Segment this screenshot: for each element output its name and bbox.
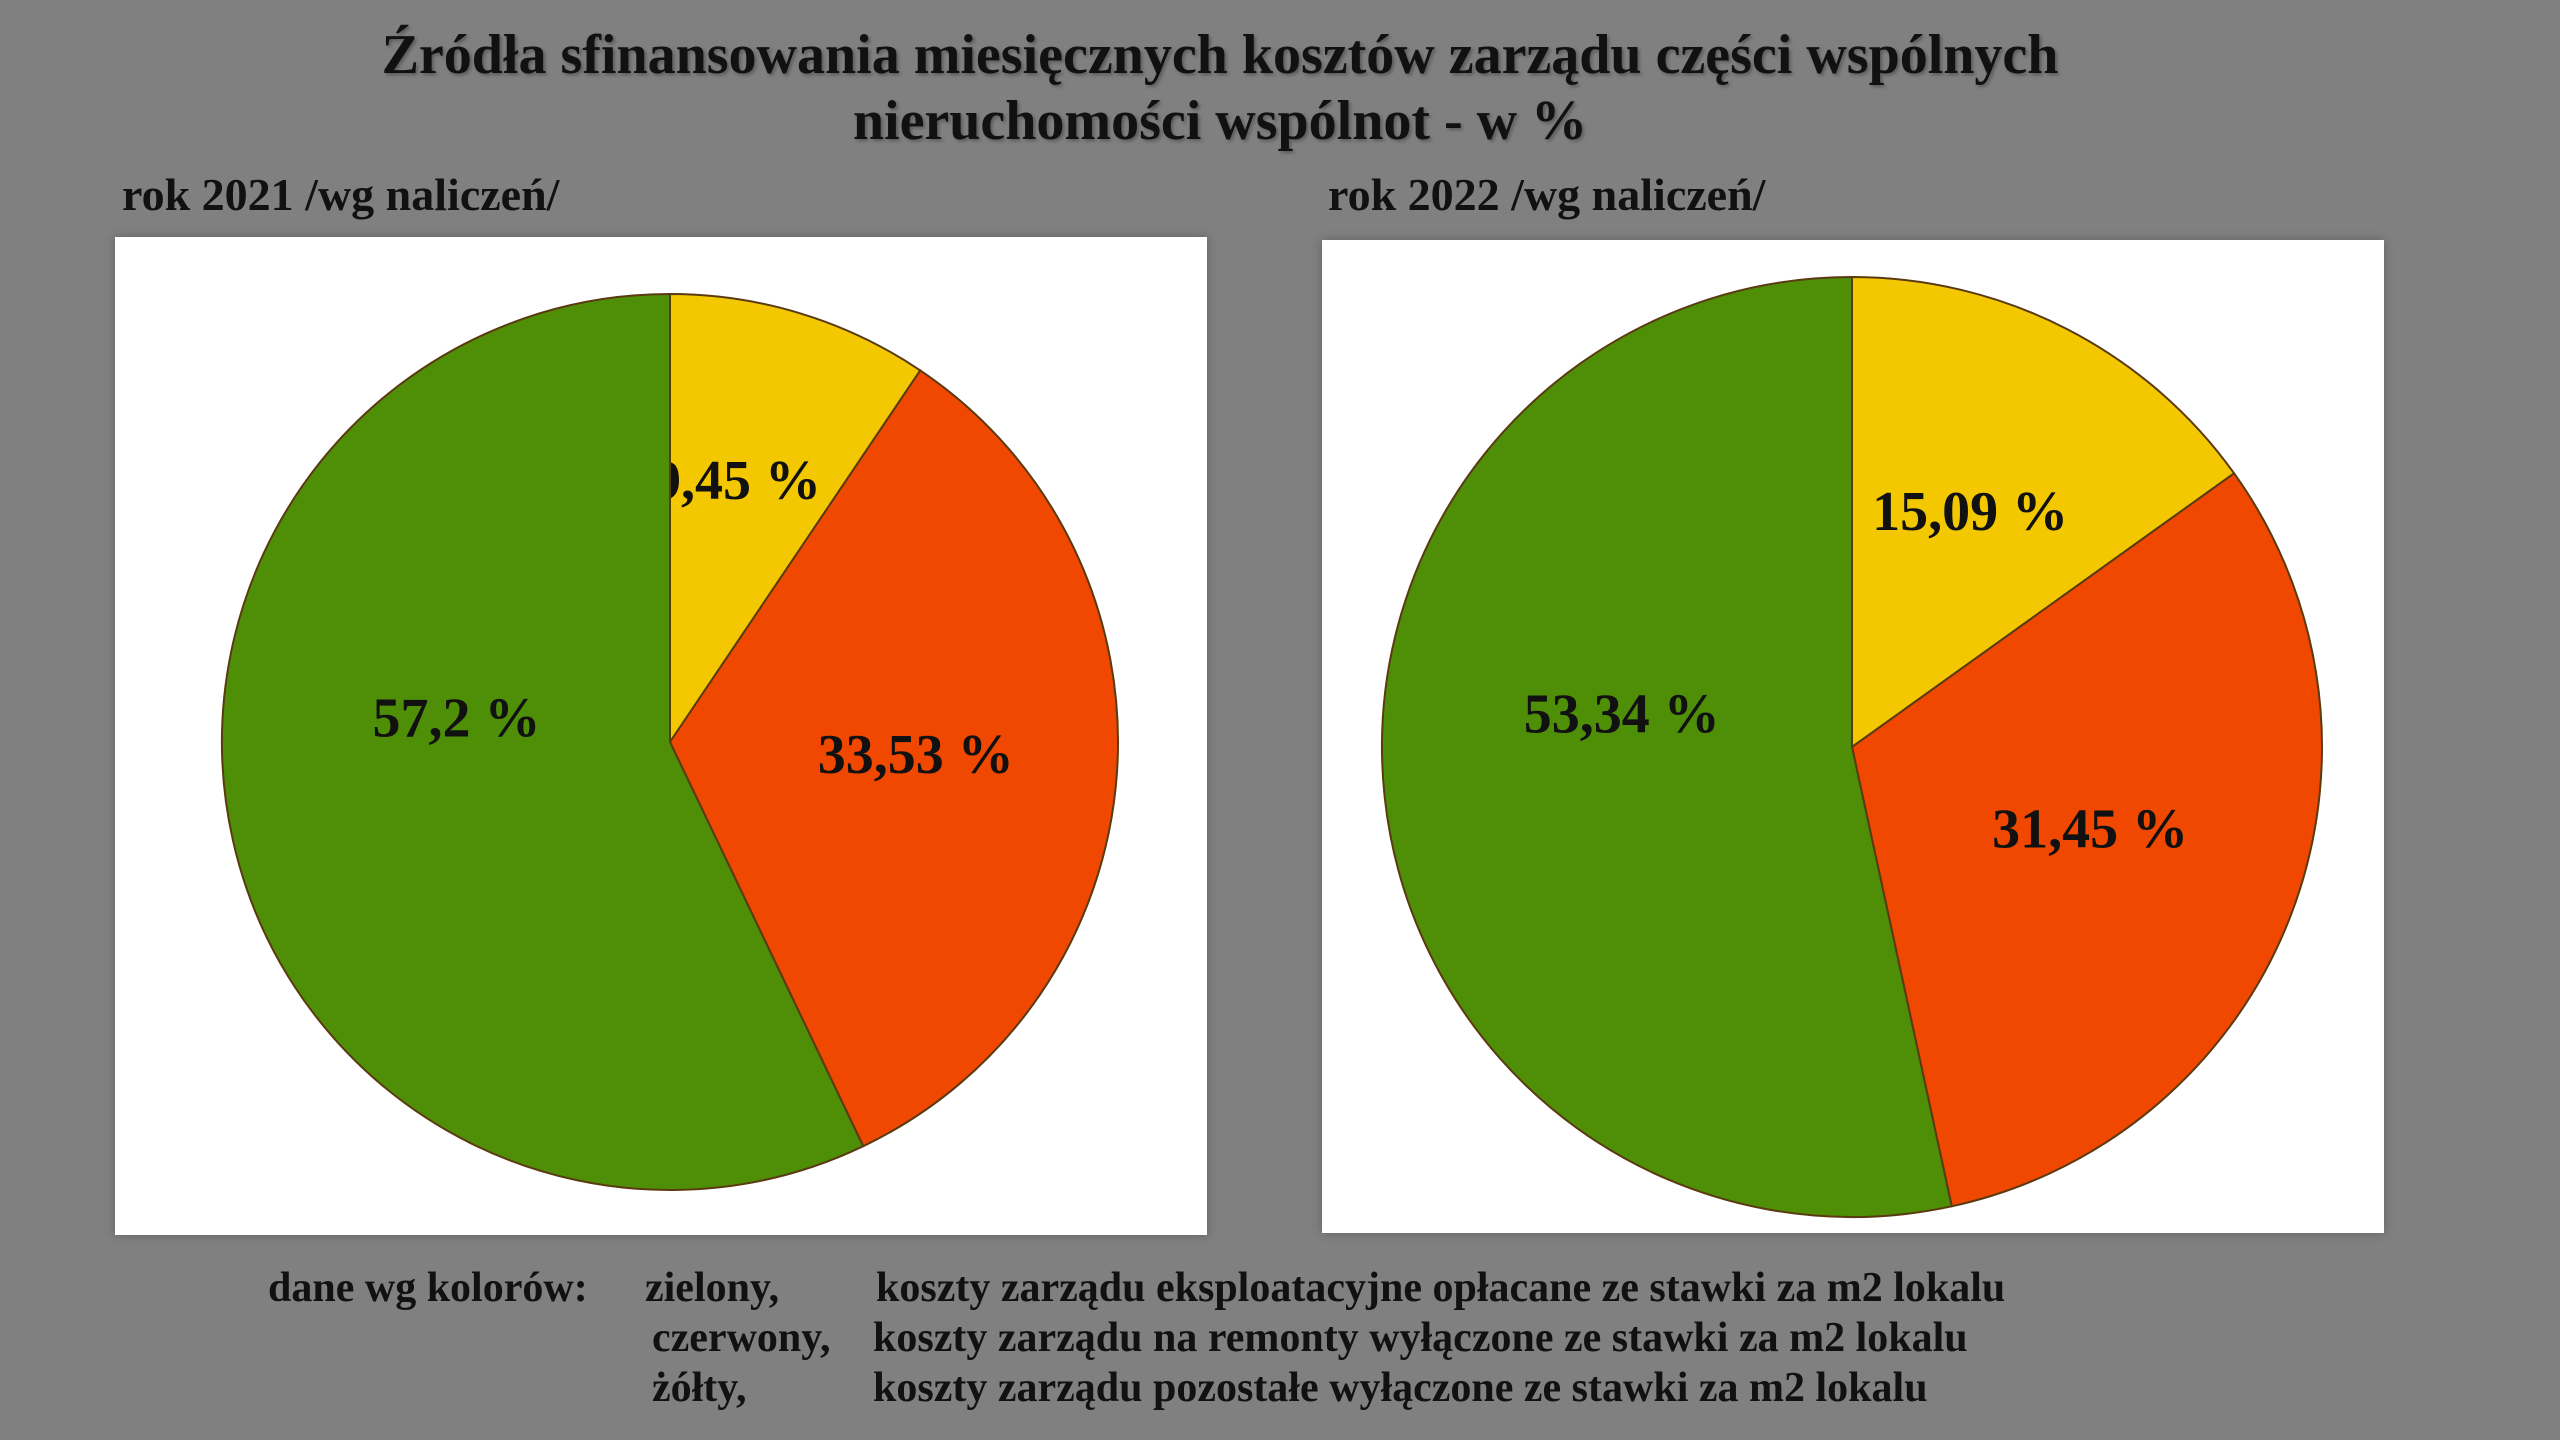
pie-2022-slice-red [1850,471,2323,1208]
pie-2022-label-yellow: 15,09 % [1872,481,2068,543]
chart-title-line-1: Źródła sfinansowania miesięcznych kosztó… [381,24,2059,86]
pie-2021-slice-yellow [669,292,922,746]
pie-2022-label-green: 53,34 % [1524,683,1720,745]
pie-2021-slice-red [668,369,1119,1148]
legend-color-red: czerwony, [652,1315,831,1361]
pie-2022-slice-green [1381,275,1953,1218]
legend-color-green: zielony, [645,1265,780,1311]
pie-2021-label-red: 33,53 % [818,724,1014,786]
pie-2022-slice-yellow [1851,275,2236,749]
chart-title-line-2: nieruchomości wspólnot - w % [852,90,1588,152]
legend-desc-yellow: koszty zarządu pozostałe wyłączone ze st… [873,1365,1928,1411]
pie-2021-title: rok 2021 /wg naliczeń/ [122,169,560,220]
pie-2022-title: rok 2022 /wg naliczeń/ [1328,169,1766,220]
pie-2022-chart: 15,09 % 31,45 % 53,34 % [1381,275,2323,1218]
pie-2021-slice-green [221,292,865,1191]
legend-desc-red: koszty zarządu na remonty wyłączone ze s… [873,1315,1968,1361]
pie-2022-panel: 15,09 % 31,45 % 53,34 % [1322,240,2384,1233]
pie-2022-label-red: 31,45 % [1992,799,2188,861]
legend-desc-green: koszty zarządu eksploatacyjne opłacane z… [876,1265,2006,1311]
pie-2021-label-green: 57,2 % [372,687,540,749]
pie-2021-panel: 9,45 % 33,53 % 57,2 % [115,237,1207,1235]
legend-color-yellow: żółty, [652,1365,747,1411]
legend-prefix: dane wg kolorów: [268,1265,588,1311]
pie-2021-label-yellow: 9,45 % [653,450,821,512]
pie-2021-chart: 9,45 % 33,53 % 57,2 % [221,292,1119,1191]
chart-title: Źródła sfinansowania miesięcznych kosztó… [0,22,2440,154]
